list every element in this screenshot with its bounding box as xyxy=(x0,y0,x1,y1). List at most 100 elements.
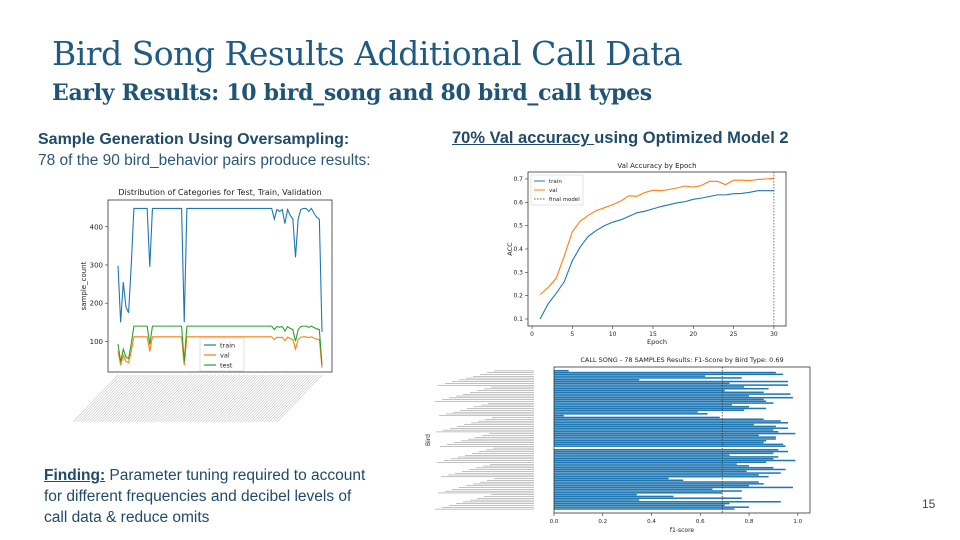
f1-bar xyxy=(554,375,706,377)
f1-bar xyxy=(554,459,796,462)
x-tick-label: 30 xyxy=(770,331,778,338)
x-tick-label-mark xyxy=(178,374,225,423)
f1-bar xyxy=(554,440,767,442)
f1-bar xyxy=(554,400,767,403)
f1-bar xyxy=(554,490,742,492)
f1-bar xyxy=(554,384,789,386)
chart-title: Val Accuracy by Epoch xyxy=(617,162,696,170)
f1-bar xyxy=(554,405,750,408)
f1-bar xyxy=(554,443,784,446)
x-tick-label-mark xyxy=(231,374,278,423)
f1-bar xyxy=(554,470,747,473)
x-tick-label-mark xyxy=(72,374,119,423)
f1-bar xyxy=(554,431,779,433)
x-tick-label-mark xyxy=(205,374,251,423)
series-line-train xyxy=(539,190,774,320)
x-tick-label-mark xyxy=(234,374,280,423)
y-tick-label: 100 xyxy=(90,338,103,346)
f1-bar xyxy=(554,422,789,424)
f1-bar xyxy=(554,414,564,417)
f1-bar xyxy=(554,497,742,499)
f1-bar xyxy=(554,393,791,395)
x-tick-label-mark xyxy=(136,374,182,423)
f1-bar xyxy=(554,465,750,467)
x-tick-label-mark xyxy=(276,374,323,423)
f1-bar xyxy=(554,488,713,490)
x-tick-label-mark xyxy=(117,374,164,423)
x-tick-label: 20 xyxy=(689,331,697,338)
f1-bar xyxy=(554,387,769,390)
f1-bar xyxy=(554,450,789,453)
y-tick-label: 0.4 xyxy=(513,246,523,253)
x-tick-label-mark xyxy=(207,374,254,423)
x-tick-label-mark xyxy=(181,374,227,423)
f1-bar xyxy=(554,484,750,487)
x-tick-label: 0.6 xyxy=(696,519,705,525)
x-tick-label: 0.2 xyxy=(598,519,607,525)
f1-bar xyxy=(554,477,669,480)
f1-bar xyxy=(554,404,732,406)
f1-bar xyxy=(554,486,793,489)
y-tick-label: 400 xyxy=(90,223,103,231)
x-tick-label-mark xyxy=(152,374,198,423)
f1-bar xyxy=(554,474,759,476)
f1-bar xyxy=(554,475,769,478)
f1-bar xyxy=(554,456,779,458)
f1-bar xyxy=(554,377,742,379)
x-tick-label-mark xyxy=(83,374,129,423)
series-line-test xyxy=(117,325,323,365)
f1-bar xyxy=(554,502,730,505)
x-tick-label-mark xyxy=(88,374,135,423)
x-tick-label-mark xyxy=(96,374,143,423)
f1-bar xyxy=(554,413,708,415)
f1-bar xyxy=(554,409,745,412)
f1-bar xyxy=(554,423,754,426)
finding-note: Finding: Parameter tuning required to ac… xyxy=(44,465,374,528)
x-tick-label-mark xyxy=(170,374,217,423)
legend-label-test: test xyxy=(220,362,233,370)
y-tick-label: 200 xyxy=(90,300,103,308)
f1-bar xyxy=(554,370,569,372)
x-tick-label: 0.8 xyxy=(745,519,754,525)
y-tick-label: 0.6 xyxy=(513,199,523,206)
f1-bar xyxy=(554,438,776,440)
f1-bar xyxy=(554,436,776,438)
x-tick-label-mark xyxy=(165,374,211,423)
f1-bar xyxy=(554,380,789,383)
series-line-val xyxy=(117,336,323,368)
f1-bar xyxy=(554,441,764,444)
f1-bar xyxy=(554,407,767,410)
page-number: 15 xyxy=(922,497,936,511)
x-tick-label-mark xyxy=(229,374,275,423)
chart-title: Distribution of Categories for Test, Tra… xyxy=(118,188,321,197)
val-accuracy-heading: 70% Val accuracy using Optimized Model 2 xyxy=(452,129,789,148)
f1-bar xyxy=(554,389,725,392)
x-tick-label-mark xyxy=(192,374,238,423)
f1-bar xyxy=(554,499,640,501)
legend-label: final model xyxy=(549,197,580,203)
f1-bar xyxy=(554,448,779,451)
f1-bar xyxy=(554,416,720,419)
x-tick-label-mark xyxy=(91,374,137,423)
x-tick-label: 15 xyxy=(649,331,657,338)
x-tick-label: 5 xyxy=(570,331,574,338)
legend-label-train: train xyxy=(220,342,235,350)
x-tick-label-mark xyxy=(237,374,283,423)
y-tick-label: 0.3 xyxy=(513,269,523,276)
f1-bar xyxy=(554,504,725,507)
plot-frame xyxy=(107,199,333,373)
x-tick-label-mark xyxy=(242,374,288,423)
x-tick-label-mark xyxy=(199,374,246,423)
f1-bar xyxy=(554,396,793,399)
x-tick-label-mark xyxy=(78,374,124,423)
slide-title: Bird Song Results Additional Call Data xyxy=(52,34,683,73)
x-tick-label-mark xyxy=(266,374,312,423)
x-tick-label: 1.0 xyxy=(793,519,802,525)
x-tick-label-mark xyxy=(213,374,259,423)
x-tick-label-mark xyxy=(263,374,309,423)
x-tick-label-mark xyxy=(239,374,286,423)
y-tick-label: 300 xyxy=(90,261,103,269)
legend-label: train xyxy=(549,179,562,185)
x-tick-label-mark xyxy=(112,374,158,423)
